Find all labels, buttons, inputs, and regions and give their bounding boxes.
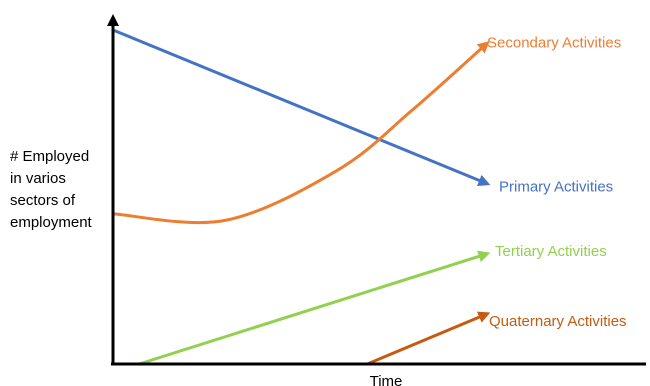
series-line-primary-activities [112,28,491,186]
y-axis-label: # Employed in varios sectors of employment [10,148,93,231]
label-layer: Primary Activities Secondary Activities Te… [487,34,627,330]
x-axis-label: Time [370,373,403,386]
series-label-secondary-activities: Secondary Activities [487,34,621,51]
series-line-tertiary-activities [138,250,491,366]
series-label-primary-activities: Primary Activities [499,179,613,196]
series-label-quaternary-activities: Quaternary Activities [489,313,627,330]
series-line-quaternary-activities [366,311,491,366]
series-layer [112,28,491,366]
y-axis-label-line: sectors of [10,192,76,209]
series-line-secondary-activities [112,40,490,225]
y-axis-label-line: # Employed [10,148,89,165]
y-axis-label-line: in varios [10,170,66,187]
series-label-tertiary-activities: Tertiary Activities [495,243,607,260]
y-axis-label-line: employment [10,214,93,231]
